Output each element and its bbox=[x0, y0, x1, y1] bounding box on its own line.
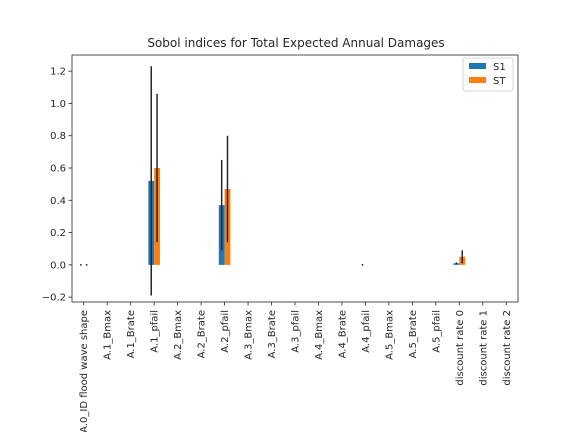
x-tick-label: A.3_Bmax bbox=[244, 310, 255, 360]
x-tick-label: A.5_Bmax bbox=[384, 310, 395, 360]
y-tick-label: 1.2 bbox=[50, 67, 66, 78]
x-tick-label: A.2_pfail bbox=[220, 310, 231, 353]
y-tick-label: 0.4 bbox=[50, 196, 66, 207]
x-tick-label: A.5_Brate bbox=[408, 310, 419, 358]
y-tick-label: −0.2 bbox=[42, 293, 66, 304]
x-axis: A.0_ID flood wave shape A.1_Bmax A.1_Brate… bbox=[79, 302, 513, 433]
plot-frame bbox=[71, 54, 519, 303]
x-tick-label: discount rate 1 bbox=[478, 310, 489, 386]
x-tick-label: A.4_Bmax bbox=[314, 310, 325, 360]
x-tick-label: A.1_pfail bbox=[150, 310, 161, 353]
legend-swatch-s1 bbox=[469, 63, 486, 69]
x-tick-label: discount rate 2 bbox=[502, 310, 513, 386]
x-tick-label: A.1_Bmax bbox=[103, 310, 114, 360]
legend-label-st: ST bbox=[493, 76, 506, 87]
x-tick-label: A.0_ID flood wave shape bbox=[79, 310, 90, 432]
x-tick-label: A.4_pfail bbox=[361, 310, 372, 353]
y-tick-label: 0.8 bbox=[50, 131, 66, 142]
y-tick-label: 0.2 bbox=[50, 228, 66, 239]
y-tick-label: 0.6 bbox=[50, 164, 66, 175]
x-tick-label: discount rate 0 bbox=[455, 310, 466, 386]
chart-title: Sobol indices for Total Expected Annual … bbox=[147, 36, 444, 50]
y-tick-label: 0.0 bbox=[50, 260, 66, 271]
x-tick-label: A.3_pfail bbox=[291, 310, 302, 353]
x-tick-label: A.4_Brate bbox=[337, 310, 348, 358]
legend-label-s1: S1 bbox=[493, 62, 506, 73]
legend-swatch-st bbox=[469, 77, 486, 83]
x-tick-label: A.2_Brate bbox=[197, 310, 208, 358]
x-tick-label: A.1_Brate bbox=[126, 310, 137, 358]
errorbars-layer bbox=[80, 66, 463, 296]
y-tick-label: 1.0 bbox=[50, 99, 66, 110]
y-axis: −0.2 0.0 0.2 0.4 0.6 0.8 1.0 1.2 bbox=[42, 67, 72, 304]
x-tick-label: A.2_Bmax bbox=[173, 310, 184, 360]
x-tick-label: A.5_pfail bbox=[431, 310, 442, 353]
x-tick-label: A.3_Brate bbox=[267, 310, 278, 358]
legend: S1 ST bbox=[462, 57, 514, 92]
